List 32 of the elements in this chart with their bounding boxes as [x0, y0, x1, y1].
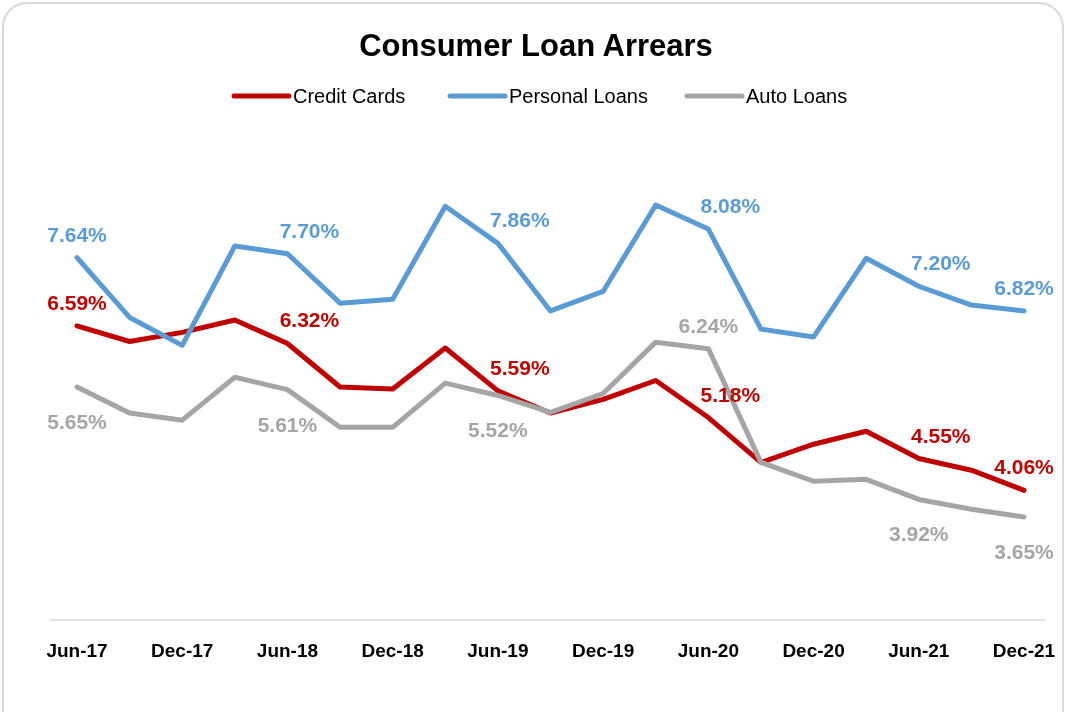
x-tick-label: Jun-17 [46, 640, 108, 661]
x-tick-label: Dec-21 [992, 640, 1056, 661]
data-label: 3.65% [994, 540, 1055, 563]
data-label: 7.64% [47, 222, 108, 246]
data-label: 5.18% [700, 382, 761, 406]
data-label: 5.59% [490, 355, 550, 379]
legend-label: Credit Cards [293, 85, 406, 107]
x-tick-label: Jun-19 [467, 640, 529, 661]
data-label: 7.70% [279, 218, 340, 242]
legend-label: Auto Loans [746, 85, 848, 107]
x-tick-label: Jun-21 [888, 640, 950, 661]
x-tick-label: Dec-19 [571, 640, 635, 661]
data-label: 6.59% [47, 290, 108, 314]
data-label: 3.92% [889, 522, 949, 546]
chart-title: Consumer Loan Arrears [359, 28, 713, 63]
x-tick-label: Jun-20 [677, 640, 739, 661]
x-tick-label: Dec-17 [151, 640, 214, 661]
data-label: 5.61% [257, 412, 318, 436]
data-label: 5.65% [47, 410, 108, 433]
data-label: 6.24% [678, 313, 739, 337]
data-label: 8.08% [700, 194, 761, 218]
data-label: 4.06% [994, 455, 1055, 479]
data-label: 4.55% [911, 423, 971, 447]
data-label: 6.82% [994, 275, 1055, 299]
data-label: 7.20% [911, 251, 971, 275]
data-label: 6.32% [279, 308, 340, 332]
legend-label: Personal Loans [509, 85, 648, 107]
data-label: 5.52% [468, 418, 528, 442]
data-label: 7.86% [490, 208, 550, 232]
x-tick-label: Dec-18 [361, 640, 424, 661]
x-tick-label: Dec-20 [782, 640, 845, 661]
x-tick-label: Jun-18 [256, 640, 319, 661]
